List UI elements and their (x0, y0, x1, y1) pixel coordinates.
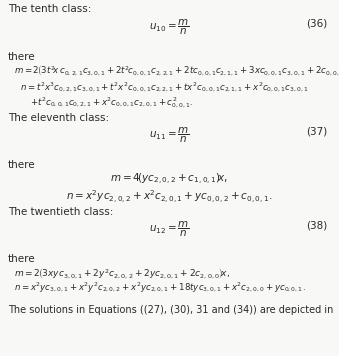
Text: $+ t^{2}c_{0,0,1}c_{0,2,1} + x^{2}c_{0,0,1}c_{2,0,1} + c_{0,0,1}^{2}.$: $+ t^{2}c_{0,0,1}c_{0,2,1} + x^{2}c_{0,0… (30, 95, 193, 110)
Text: $u_{11} = \dfrac{m}{n}$: $u_{11} = \dfrac{m}{n}$ (148, 126, 190, 145)
Text: (36): (36) (306, 18, 327, 28)
Text: there: there (8, 254, 36, 264)
Text: $m = 4\!\left(yc_{2,0,2} + c_{1,0,1}\right)\!x,$: $m = 4\!\left(yc_{2,0,2} + c_{1,0,1}\rig… (110, 172, 228, 187)
Text: there: there (8, 52, 36, 62)
Text: The eleventh class:: The eleventh class: (8, 113, 109, 123)
Text: $n = t^{2}x^{3}c_{0,2,1}c_{3,0,1} + t^{2}x^{2}c_{0,0,1}c_{2,2,1} + tx^{2}c_{0,0,: $n = t^{2}x^{3}c_{0,2,1}c_{3,0,1} + t^{2… (20, 80, 309, 94)
Text: $n = x^{2}yc_{3,0,1} + x^{2}y^{2}c_{2,0,2} + x^{2}yc_{2,0,1} + 18tyc_{3,0,1} + x: $n = x^{2}yc_{3,0,1} + x^{2}y^{2}c_{2,0,… (14, 281, 306, 295)
Text: $u_{12} = \dfrac{m}{n}$: $u_{12} = \dfrac{m}{n}$ (148, 220, 190, 239)
Text: (38): (38) (306, 220, 327, 230)
Text: (37): (37) (306, 126, 327, 136)
Text: $m = 2\!\left(3t^{2}\!x\,c_{0,2,1}c_{3,0,1} + 2t^{2}\!c_{0,0,1}c_{2,2,1} + 2tc_{: $m = 2\!\left(3t^{2}\!x\,c_{0,2,1}c_{3,0… (14, 64, 339, 78)
Text: The solutions in Equations ((27), (30), 31 and (34)) are depicted in: The solutions in Equations ((27), (30), … (8, 305, 337, 315)
Text: $n = x^{2}yc_{2,0,2} + x^{2}c_{2,0,1} + yc_{0,0,2} + c_{0,0,1}.$: $n = x^{2}yc_{2,0,2} + x^{2}c_{2,0,1} + … (66, 188, 272, 205)
Text: $m = 2\!\left(3xyc_{3,0,1} + 2y^{2}c_{2,0,2} + 2yc_{2,0,1} + 2c_{2,0,0}\right)\!: $m = 2\!\left(3xyc_{3,0,1} + 2y^{2}c_{2,… (14, 266, 230, 281)
Text: The tenth class:: The tenth class: (8, 4, 92, 14)
Text: $u_{10} = \dfrac{m}{n}$: $u_{10} = \dfrac{m}{n}$ (148, 18, 190, 37)
Text: there: there (8, 160, 36, 170)
Text: The twentieth class:: The twentieth class: (8, 207, 113, 217)
